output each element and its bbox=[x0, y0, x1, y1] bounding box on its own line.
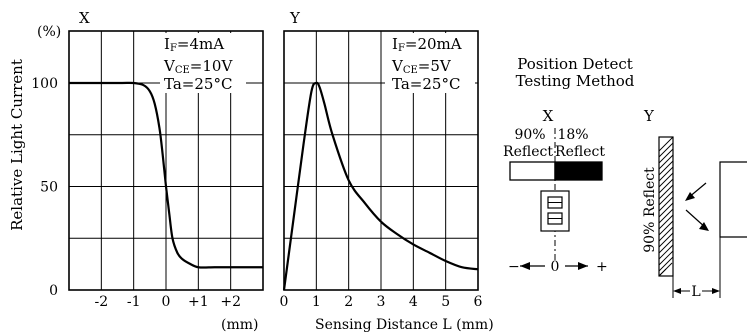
method-y-label: Y bbox=[643, 107, 655, 125]
panel-x: X (%) Relative Light Current 0 50 100 -2 -1… bbox=[8, 9, 264, 333]
white-reflector bbox=[509, 161, 556, 181]
panel-x-series-line bbox=[69, 81, 263, 269]
x-tick-label: 6 bbox=[474, 294, 483, 310]
sensor-icon bbox=[540, 190, 570, 232]
x-tick-label: 0 bbox=[162, 294, 171, 310]
minus-sign: − bbox=[508, 259, 520, 275]
direction-arrow: − 0 + bbox=[508, 259, 608, 275]
method-title-line1: Position Detect bbox=[517, 55, 633, 73]
light-arrows bbox=[685, 182, 709, 231]
cond-x-2: VCE=10V bbox=[163, 57, 233, 76]
distance-dimension: L bbox=[672, 237, 721, 300]
side-reflect-text: 90% Reflect bbox=[642, 167, 658, 253]
x-tick-label: 5 bbox=[441, 294, 450, 310]
x-tick-label: +2 bbox=[220, 294, 241, 310]
panel-y: Y 0 1 2 3 4 5 6 Sensing Distance L (mm) IF=20m… bbox=[280, 9, 494, 333]
panel-x-x-tick-labels: -2 -1 0 +1 +2 bbox=[95, 294, 241, 310]
panel-y-conditions: IF=20mA VCE=5V Ta=25°C bbox=[385, 33, 475, 93]
y-tick-label: 0 bbox=[49, 283, 58, 299]
panel-y-series-line bbox=[282, 81, 479, 291]
y-tick-labels: 0 50 100 bbox=[31, 76, 58, 299]
x-tick-label: 3 bbox=[377, 294, 386, 310]
left-reflect-pct: 90% bbox=[514, 127, 545, 143]
cond-x-1: IF=4mA bbox=[164, 35, 224, 54]
x-tick-label: 0 bbox=[280, 294, 289, 310]
cond-x-3: Ta=25°C bbox=[164, 75, 232, 93]
x-tick-label: 4 bbox=[409, 294, 418, 310]
zero-mark: 0 bbox=[551, 259, 560, 275]
panel-x-label: X bbox=[79, 9, 90, 27]
hatched-reflector bbox=[658, 136, 674, 277]
y-unit: (%) bbox=[37, 24, 61, 40]
panel-x-x-unit: (mm) bbox=[221, 317, 258, 333]
left-reflect-word: Reflect bbox=[503, 144, 553, 160]
distance-label: L bbox=[691, 284, 700, 300]
x-axis-title: Sensing Distance L (mm) bbox=[315, 317, 494, 333]
right-reflect-pct: 18% bbox=[557, 127, 588, 143]
method-x-label: X bbox=[543, 107, 554, 125]
x-tick-label: -2 bbox=[95, 294, 109, 310]
testing-method-diagram: Position Detect Testing Method X 90% Ref… bbox=[503, 55, 747, 300]
y-tick-label: 100 bbox=[31, 76, 58, 92]
plus-sign: + bbox=[596, 259, 608, 275]
y-tick-label: 50 bbox=[40, 180, 58, 196]
x-tick-label: 2 bbox=[344, 294, 353, 310]
panel-x-conditions: IF=4mA VCE=10V Ta=25°C bbox=[160, 33, 246, 93]
x-tick-label: 1 bbox=[312, 294, 321, 310]
panel-y-x-tick-labels: 0 1 2 3 4 5 6 bbox=[280, 294, 483, 310]
cond-y-2: VCE=5V bbox=[391, 57, 452, 76]
x-tick-label: +1 bbox=[188, 294, 209, 310]
sensor-side-view bbox=[719, 161, 747, 238]
black-reflector bbox=[554, 161, 603, 181]
plot-frame bbox=[283, 30, 479, 291]
cond-y-3: Ta=25°C bbox=[392, 75, 460, 93]
method-title-line2: Testing Method bbox=[516, 72, 635, 90]
cond-y-1: IF=20mA bbox=[392, 35, 462, 54]
plot-frame bbox=[68, 30, 264, 291]
y-axis-title: Relative Light Current bbox=[8, 59, 26, 231]
right-reflect-word: Reflect bbox=[555, 144, 605, 160]
x-tick-label: -1 bbox=[127, 294, 141, 310]
panel-y-label: Y bbox=[289, 9, 301, 27]
